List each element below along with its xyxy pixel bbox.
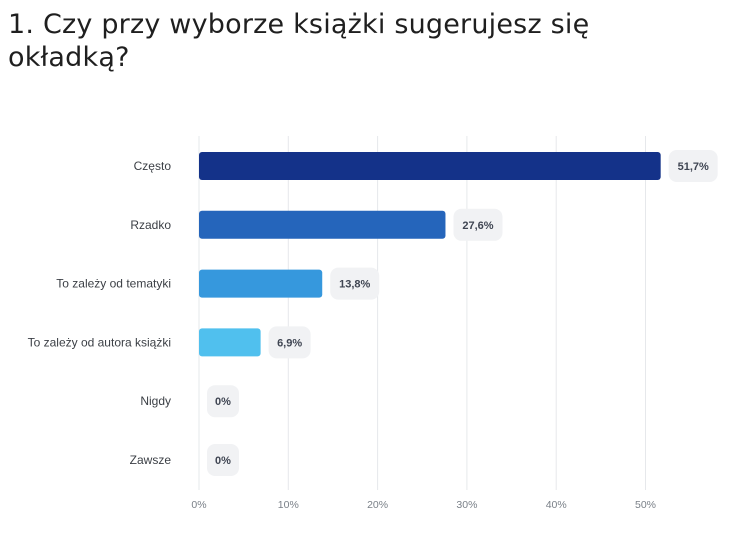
category-label: Nigdy: [140, 394, 171, 408]
value-badge-background: [668, 150, 718, 182]
category-label: Zawsze: [130, 453, 172, 467]
x-tick-label: 10%: [278, 499, 299, 511]
chart-gridlines: [198, 136, 646, 490]
x-tick-label: 40%: [546, 499, 567, 511]
chart-value-badges: 51,7% 27,6% 13,8% 6,9% 0% 0%: [207, 150, 718, 476]
value-badge-background: [330, 267, 380, 300]
value-badge-background: [453, 208, 503, 241]
value-badge: 27,6%: [453, 208, 503, 241]
value-badge-background: [268, 326, 311, 359]
value-label: 6,9%: [277, 337, 302, 349]
value-badge: 13,8%: [330, 267, 380, 300]
category-label: Rzadko: [130, 218, 171, 232]
value-label: 51,7%: [678, 161, 709, 173]
bar: [199, 152, 661, 180]
x-tick-label: 50%: [635, 499, 656, 511]
value-label: 13,8%: [339, 279, 370, 291]
bar: [199, 328, 261, 357]
question-title: 1. Czy przy wyborze książki sugerujesz s…: [8, 9, 590, 73]
chart-category-labels: Często Rzadko To zależy od tematyki To zale…: [28, 159, 172, 467]
bar: [199, 269, 323, 298]
bar: [199, 210, 446, 239]
chart-bars: [199, 152, 661, 357]
value-badge: 0%: [207, 444, 239, 476]
value-label: 0%: [215, 396, 231, 408]
category-label: Często: [134, 159, 172, 173]
x-tick-label: 30%: [456, 499, 477, 511]
x-tick-label: 20%: [367, 499, 388, 511]
value-label: 27,6%: [462, 220, 493, 232]
chart-x-axis-ticks: 0% 10% 20% 30% 40% 50%: [191, 499, 656, 511]
category-label: To zależy od tematyki: [56, 277, 171, 291]
value-label: 0%: [215, 455, 231, 467]
value-badge: 51,7%: [668, 150, 718, 182]
value-badge: 6,9%: [268, 326, 311, 359]
category-label: To zależy od autora książki: [28, 335, 171, 349]
value-badge: 0%: [207, 385, 239, 418]
value-badge-background: [207, 385, 239, 418]
x-tick-label: 0%: [191, 499, 206, 511]
value-badge-background: [207, 444, 239, 476]
